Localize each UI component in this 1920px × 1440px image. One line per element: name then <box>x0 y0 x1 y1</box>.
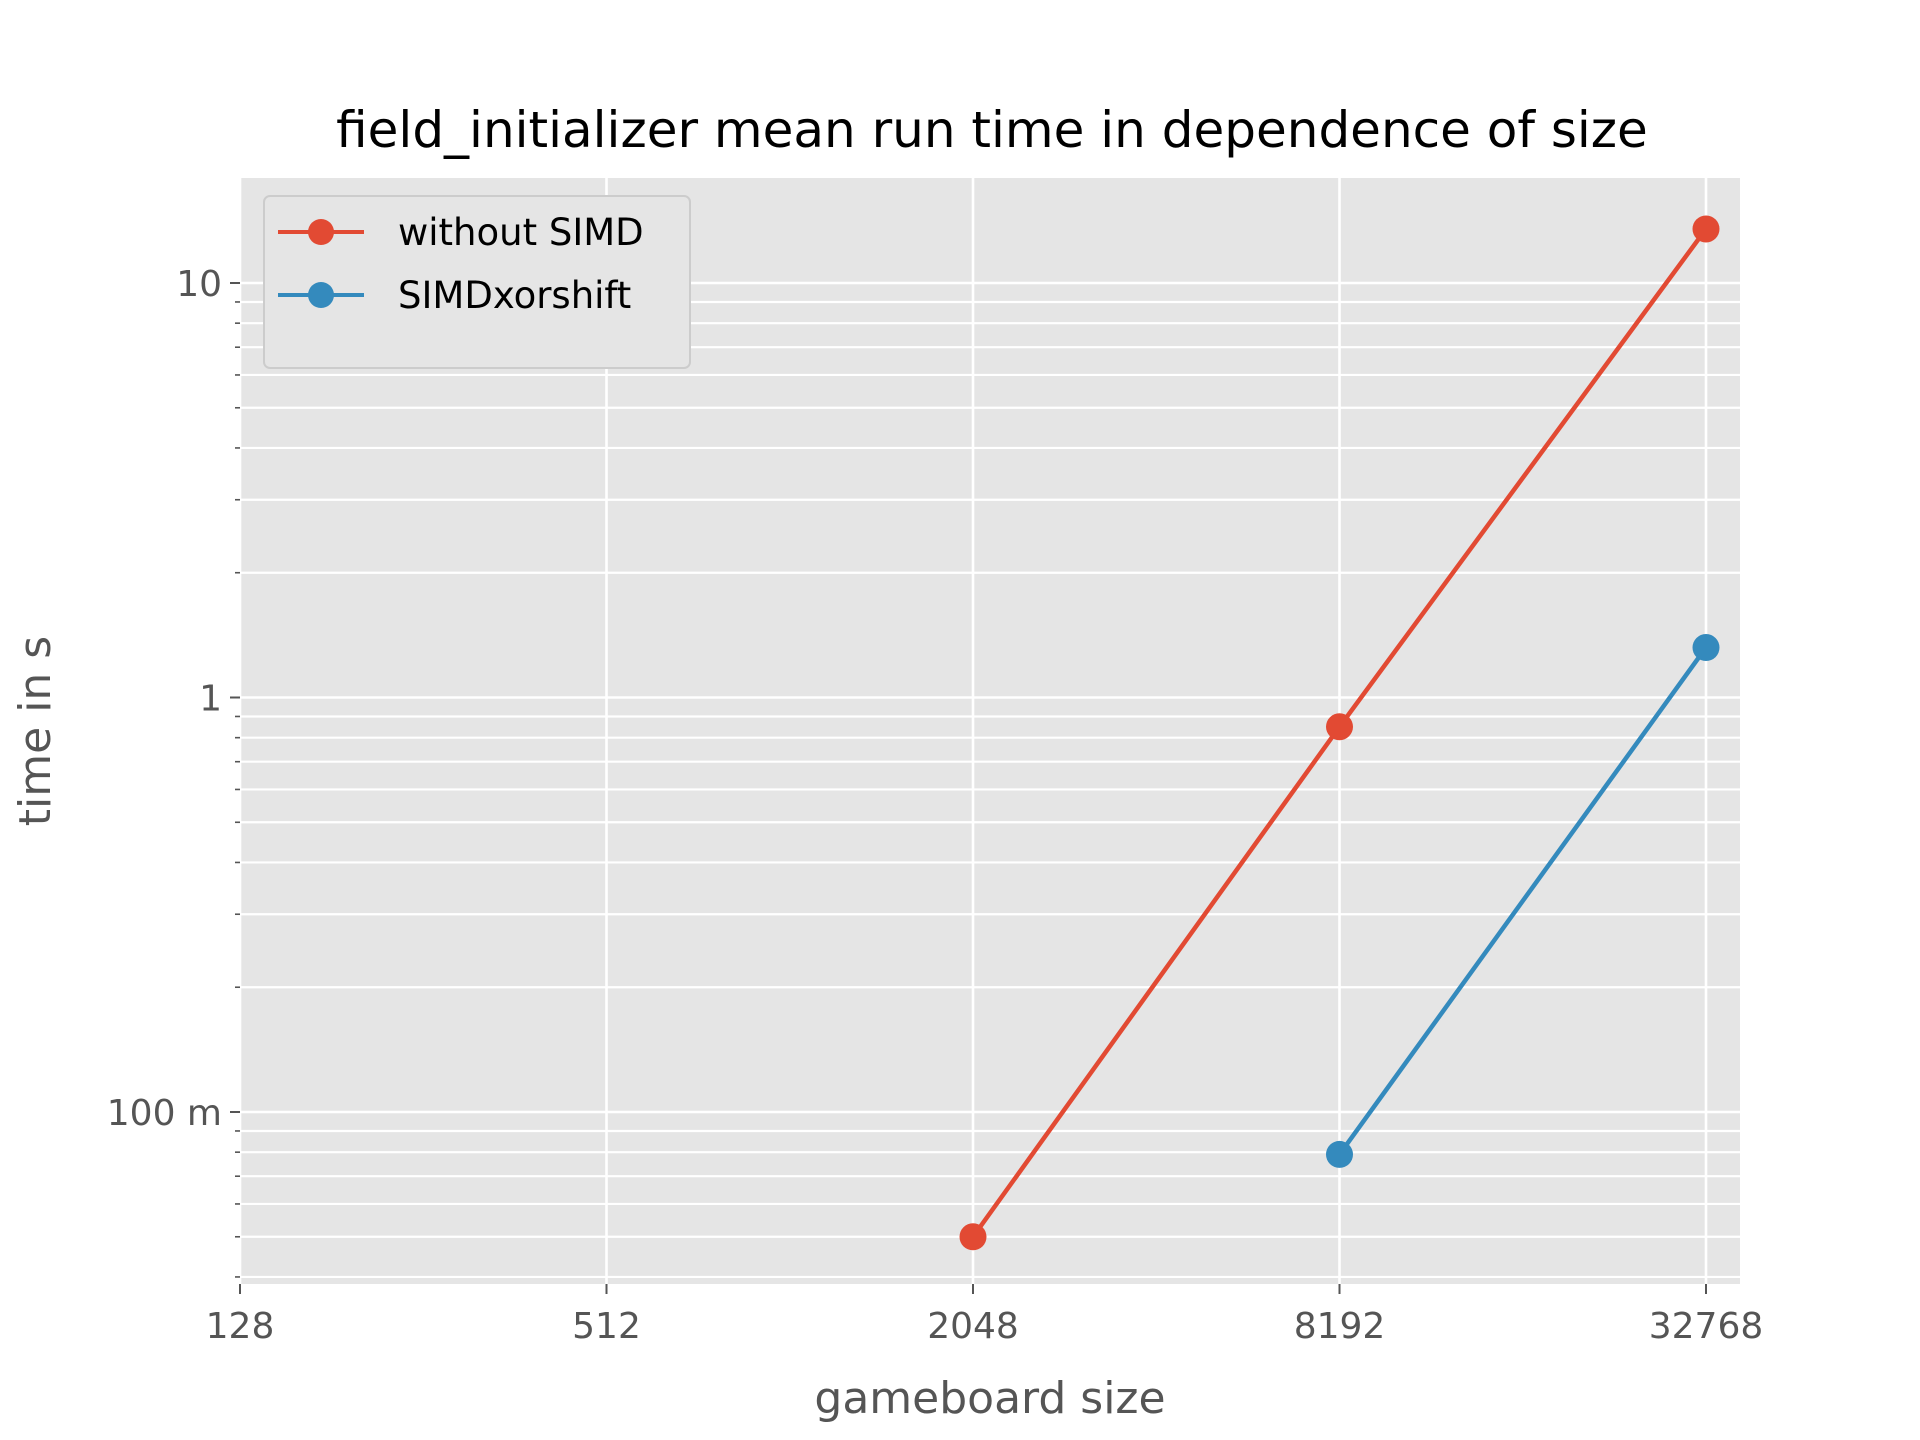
series-line-1 <box>1337 646 1708 1156</box>
y-axis-label: time in s <box>10 636 61 826</box>
y-tick-label: 1 <box>199 679 222 720</box>
data-series <box>959 215 1720 1251</box>
legend: without SIMD SIMDxorshift <box>263 195 691 369</box>
data-point-series-1 <box>1326 1140 1353 1168</box>
chart-title: field_initializer mean run time in depen… <box>336 101 1648 159</box>
axes: 128 512 2048 8192 32768 100 m 1 10 <box>107 264 1764 1347</box>
legend-label-without-simd: without SIMD <box>398 211 644 254</box>
legend-marker-simdxorshift <box>308 282 334 308</box>
legend-marker-without-simd <box>308 219 334 245</box>
data-point-series-0 <box>1692 215 1720 243</box>
x-tick-label: 128 <box>206 1306 275 1347</box>
legend-box <box>263 195 691 369</box>
legend-label-simdxorshift: SIMDxorshift <box>398 274 631 317</box>
data-point-series-0 <box>1326 713 1353 741</box>
y-tick-label: 100 m <box>107 1093 222 1134</box>
grid-lines <box>238 178 1740 1284</box>
x-tick-label: 2048 <box>927 1306 1019 1347</box>
x-tick-label: 512 <box>572 1306 641 1347</box>
x-tick-label: 32768 <box>1649 1306 1764 1347</box>
x-tick-label: 8192 <box>1294 1306 1386 1347</box>
y-tick-label: 10 <box>176 264 222 305</box>
data-point-series-0 <box>959 1223 987 1251</box>
x-axis-label: gameboard size <box>814 1373 1165 1424</box>
data-point-series-1 <box>1692 634 1720 662</box>
